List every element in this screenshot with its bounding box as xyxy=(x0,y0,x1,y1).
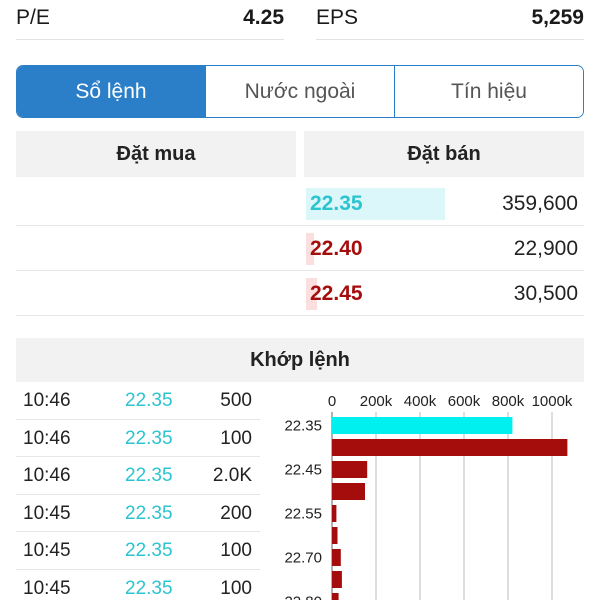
sell-volume-bar xyxy=(306,233,314,265)
sell-price: 22.45 xyxy=(310,282,363,305)
trade-price: 22.35 xyxy=(125,540,173,561)
chart-bar xyxy=(332,417,513,434)
tab-signals[interactable]: Tín hiệu xyxy=(394,66,583,117)
chart-bar xyxy=(332,527,338,544)
tab-order-book[interactable]: Sổ lệnh xyxy=(17,66,205,117)
buy-orders-header: Đặt mua xyxy=(16,131,296,177)
chart-bar xyxy=(332,483,365,500)
chart-x-tick-label: 800k xyxy=(492,393,525,410)
sell-price: 22.35 xyxy=(310,192,363,215)
chart-bar xyxy=(332,439,568,456)
chart-x-tick-label: 0 xyxy=(328,393,336,410)
trade-row: 10:46 22.35 100 xyxy=(16,420,260,457)
chart-x-tick-label: 200k xyxy=(360,393,393,410)
trade-row: 10:46 22.35 2.0K xyxy=(16,457,260,495)
segmented-tabs: Sổ lệnh Nước ngoài Tín hiệu xyxy=(16,65,584,118)
sell-price: 22.40 xyxy=(310,237,363,260)
trade-time: 10:46 xyxy=(23,427,71,449)
trade-volume: 100 xyxy=(220,540,252,561)
chart-x-tick-label: 400k xyxy=(404,393,437,410)
sell-volume: 30,500 xyxy=(513,282,578,305)
volume-by-price-chart: 0 200k 400k 600k 800k 1000k 22.35 22.45 22.55 22.… xyxy=(284,393,573,600)
chart-bar xyxy=(332,549,341,566)
sell-orders-header: Đặt bán xyxy=(304,131,584,177)
chart-y-tick-label: 22.80 xyxy=(284,594,322,600)
trade-row: 10:46 22.35 500 xyxy=(16,382,260,420)
sell-volume: 359,600 xyxy=(502,192,578,215)
order-book-row: 22.35 359,600 xyxy=(16,181,584,226)
stat-pe-value: 4.25 xyxy=(243,6,284,29)
trade-volume: 200 xyxy=(220,502,252,524)
trade-price: 22.35 xyxy=(125,577,173,599)
chart-bar xyxy=(332,593,339,600)
chart-y-tick-label: 22.45 xyxy=(284,462,322,479)
chart-bar xyxy=(332,571,342,588)
chart-bar xyxy=(332,461,368,478)
trade-row: 10:45 22.35 100 xyxy=(16,532,260,570)
trade-time: 10:45 xyxy=(23,502,71,524)
trade-row: 10:45 22.35 200 xyxy=(16,495,260,532)
trade-time: 10:46 xyxy=(23,390,71,411)
chart-bar xyxy=(332,505,337,522)
chart-y-tick-label: 22.70 xyxy=(284,550,322,567)
trade-time: 10:46 xyxy=(23,465,71,486)
order-book-row: 22.40 22,900 xyxy=(16,226,584,271)
order-book-row: 22.45 30,500 xyxy=(16,271,584,316)
trade-time: 10:45 xyxy=(23,577,71,599)
trade-volume: 500 xyxy=(220,390,252,411)
stat-eps: EPS 5,259 xyxy=(316,0,584,40)
chart-y-tick-label: 22.35 xyxy=(284,418,322,435)
trade-row: 10:45 22.35 100 xyxy=(16,570,260,600)
sell-volume-bar xyxy=(306,188,445,220)
stat-eps-value: 5,259 xyxy=(531,6,584,29)
chart-x-tick-label: 1000k xyxy=(532,393,573,410)
stats-bar: P/E 4.25 EPS 5,259 xyxy=(0,0,600,40)
trade-volume: 100 xyxy=(220,577,252,599)
matched-orders-header: Khớp lệnh xyxy=(16,338,584,382)
matched-orders-list[interactable]: 10:46 22.35 500 10:46 22.35 100 10:46 22… xyxy=(16,382,260,600)
chart-y-tick-label: 22.55 xyxy=(284,506,322,523)
tab-foreign[interactable]: Nước ngoài xyxy=(205,66,394,117)
trade-price: 22.35 xyxy=(125,427,173,449)
stat-pe-label: P/E xyxy=(16,6,50,29)
trade-price: 22.35 xyxy=(125,465,173,486)
chart-x-tick-label: 600k xyxy=(448,393,481,410)
trade-price: 22.35 xyxy=(125,502,173,524)
trade-time: 10:45 xyxy=(23,540,71,561)
trade-volume: 100 xyxy=(220,427,252,449)
stat-pe: P/E 4.25 xyxy=(16,0,284,40)
stat-eps-label: EPS xyxy=(316,6,359,29)
sell-volume: 22,900 xyxy=(513,237,578,260)
sell-volume-bar xyxy=(306,278,317,310)
trade-volume: 2.0K xyxy=(212,465,252,486)
trade-price: 22.35 xyxy=(125,390,173,411)
